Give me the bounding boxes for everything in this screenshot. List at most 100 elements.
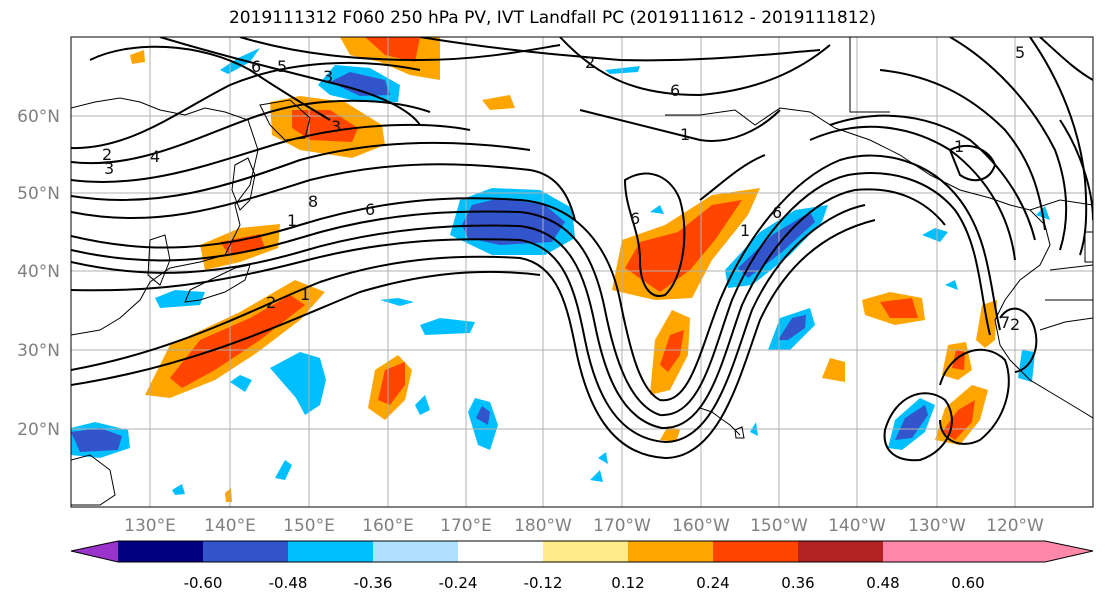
colorbar-segment: [203, 541, 288, 562]
lat-label: 30°N: [17, 341, 60, 361]
pv-positive-region: [976, 300, 997, 348]
contour-label: 2: [266, 293, 276, 312]
ivt-contour: [71, 141, 531, 202]
contour-label: 1: [740, 221, 750, 240]
contour-label: 8: [308, 192, 318, 211]
ivt-contour: [71, 270, 541, 386]
pv-positive-core: [378, 362, 405, 405]
ivt-contour: [71, 163, 576, 221]
contour-label: 6: [670, 81, 680, 100]
pv-negative-region: [945, 280, 958, 290]
colorbar-segment: [883, 541, 968, 562]
lon-label: 170°E: [440, 516, 492, 536]
lon-label: 160°W: [672, 516, 730, 536]
na-west-coastline: [994, 209, 1093, 419]
lon-axis: 130°E 140°E 150°E 160°E 170°E 180°W 170°…: [124, 516, 1044, 536]
colorbar-tick-label: -0.36: [354, 574, 393, 592]
lat-label: 40°N: [17, 262, 60, 282]
lat-label: 60°N: [17, 107, 60, 127]
contour-label: 1: [300, 285, 310, 304]
pv-negative-core: [462, 198, 565, 245]
colorbar-extend-low: [71, 541, 118, 562]
colorbar-tick-label: 0.36: [781, 574, 814, 592]
pv-positive-region: [822, 358, 845, 382]
ivt-contour: [71, 219, 876, 460]
gridlines: [71, 37, 1093, 507]
contour-label: 6: [630, 209, 640, 228]
pv-negative-region: [598, 452, 608, 464]
pv-negative-region: [420, 318, 475, 335]
map-panel: 6 5 3 2 3 4 3 8 6 1 2 1 6 1 6 1 2 5 6 1: [70, 36, 1094, 508]
ivt-contour: [159, 37, 421, 126]
colorbar-ticks: -0.60 -0.48 -0.36 -0.24 -0.12 0.12 0.24 …: [184, 574, 985, 592]
ivt-contour-closed: [948, 145, 997, 182]
colorbar-tick-label: -0.12: [524, 574, 563, 592]
pv-negative-region: [468, 398, 498, 450]
pv-negative-region: [270, 352, 326, 415]
contour-label: 3: [323, 67, 333, 86]
colorbar-tick-label: 0.48: [866, 574, 899, 592]
ivt-contour: [949, 37, 1068, 251]
colorbar-tick-label: -0.60: [184, 574, 223, 592]
ivt-contour: [71, 172, 991, 417]
contour-labels: 6 5 3 2 3 4 3 8 6 1 2 1 6 1 6 1 2 5 6 1: [102, 43, 1025, 334]
colorbar-segment: [713, 541, 798, 562]
lon-label: 140°E: [204, 516, 256, 536]
lon-label: 130°W: [908, 516, 966, 536]
pv-negative-region: [172, 484, 185, 495]
ivt-contour: [89, 45, 331, 121]
pv-negative-core: [778, 315, 806, 340]
ivt-contour: [1039, 37, 1093, 81]
pv-negative-region: [415, 395, 430, 415]
colorbar-segment: [118, 541, 203, 562]
contour-label: 6: [251, 57, 261, 76]
ivt-contour-closed: [883, 392, 953, 462]
contour-label: 6: [772, 203, 782, 222]
ivt-contour: [579, 109, 781, 142]
contour-label: 3: [331, 117, 341, 136]
pv-negative-region: [650, 205, 664, 214]
ivt-contour: [71, 188, 946, 430]
colorbar-tick-label: 0.24: [696, 574, 729, 592]
pv-negative-core: [738, 212, 815, 278]
pv-negative-core: [330, 72, 390, 96]
contour-label: 2: [102, 145, 112, 164]
colorbar-extend-high: [968, 541, 1093, 562]
ivt-contours: [71, 37, 1093, 462]
ivt-contour: [699, 154, 766, 201]
colorbar-segment: [628, 541, 713, 562]
ivt-contour: [559, 37, 831, 97]
pv-negative-core: [71, 428, 122, 452]
ivt-contour: [879, 69, 1046, 231]
japan-coastline: [184, 264, 251, 303]
lon-label: 140°W: [828, 516, 886, 536]
contour-label: 2: [1010, 315, 1020, 334]
pv-negative-region: [275, 460, 292, 480]
lon-label: 150°E: [283, 516, 335, 536]
pv-negative-core: [476, 406, 490, 425]
contour-label: 5: [1015, 43, 1025, 62]
map-title: 2019111312 F060 250 hPa PV, IVT Landfall…: [228, 8, 876, 28]
ivt-contour: [71, 204, 866, 444]
ivt-contour: [829, 114, 1036, 241]
colorbar-segment: [543, 541, 628, 562]
alaska-border: [849, 37, 890, 113]
contour-label: 5: [277, 57, 287, 76]
colorbar-tick-label: 0.60: [951, 574, 984, 592]
lon-label: 170°W: [593, 516, 651, 536]
ivt-contour-closed: [623, 172, 686, 297]
philippines-coastline: [71, 454, 116, 506]
map-frame: [70, 36, 1094, 508]
contour-label: 4: [150, 147, 160, 166]
colorbar-segment: [288, 541, 373, 562]
ivt-contour: [71, 154, 1001, 402]
colorbar-segment: [373, 541, 458, 562]
lat-label: 50°N: [17, 184, 60, 204]
colorbar-segment: [458, 541, 543, 562]
pv-positive-core: [880, 298, 918, 318]
ivt-contour: [71, 99, 431, 165]
pv-negative-region: [590, 470, 603, 482]
us-canada-border: [1049, 264, 1093, 271]
contour-label: 3: [104, 159, 114, 178]
